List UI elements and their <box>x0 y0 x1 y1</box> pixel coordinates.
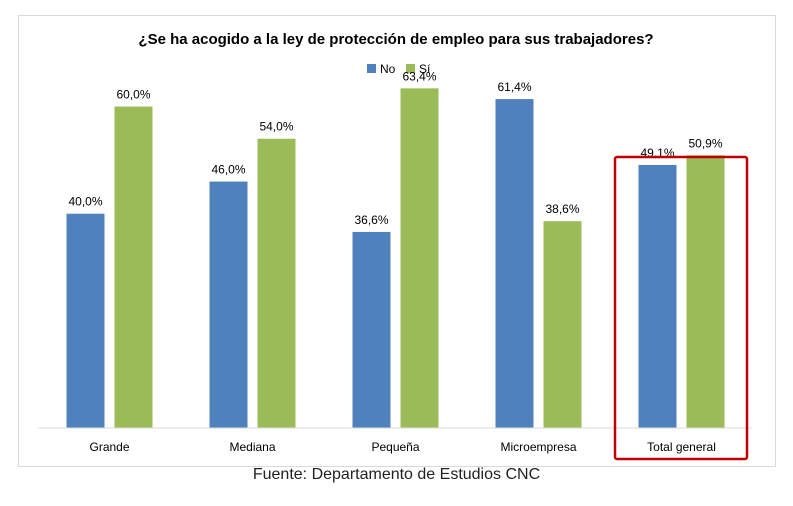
data-label-no-mediana: 46,0% <box>211 163 245 177</box>
bar-si-mediana <box>257 138 296 428</box>
data-label-si-total-general: 50,9% <box>688 136 722 150</box>
legend-swatch-no <box>367 64 376 73</box>
category-label-total-general: Total general <box>647 440 716 454</box>
bar-no-total-general <box>638 164 677 428</box>
category-label-mediana: Mediana <box>229 440 275 454</box>
data-label-no-microempresa: 61,4% <box>497 80 531 94</box>
bar-no-mediana <box>209 181 248 428</box>
data-label-si-microempresa: 38,6% <box>545 202 579 216</box>
bar-si-microempresa <box>543 221 582 428</box>
bar-no-microempresa <box>495 99 534 429</box>
bar-si-total-general <box>686 155 725 429</box>
data-label-si-grande: 60,0% <box>116 88 150 102</box>
category-label-microempresa: Microempresa <box>500 440 576 454</box>
legend-label-no: No <box>380 62 396 76</box>
bar-si-pequena <box>400 88 439 428</box>
source-note: Fuente: Departamento de Estudios CNC <box>252 466 541 483</box>
bar-no-pequena <box>352 231 391 428</box>
data-label-no-grande: 40,0% <box>68 195 102 209</box>
legend: No Sí <box>367 62 431 76</box>
data-label-no-pequena: 36,6% <box>354 213 388 227</box>
chart-title: ¿Se ha acogido a la ley de protección de… <box>138 31 653 48</box>
data-labels: 40,0% 60,0% 46,0% 54,0% 36,6% 63,4% 61,4% 38,6%… <box>68 69 722 227</box>
bars <box>66 88 725 429</box>
legend-label-si: Sí <box>419 62 431 76</box>
data-label-si-mediana: 54,0% <box>259 120 293 134</box>
bar-chart: ¿Se ha acogido a la ley de protección de… <box>38 31 752 461</box>
highlight-box <box>613 155 749 461</box>
bar-no-grande <box>66 213 105 428</box>
category-labels: Grande Mediana Pequeña Microempresa Total ge… <box>89 440 715 454</box>
category-label-pequena: Pequeña <box>371 440 419 454</box>
legend-swatch-si <box>406 64 415 73</box>
data-label-si-pequena: 63,4% <box>402 69 436 83</box>
category-label-grande: Grande <box>89 440 129 454</box>
bar-si-grande <box>114 106 153 429</box>
